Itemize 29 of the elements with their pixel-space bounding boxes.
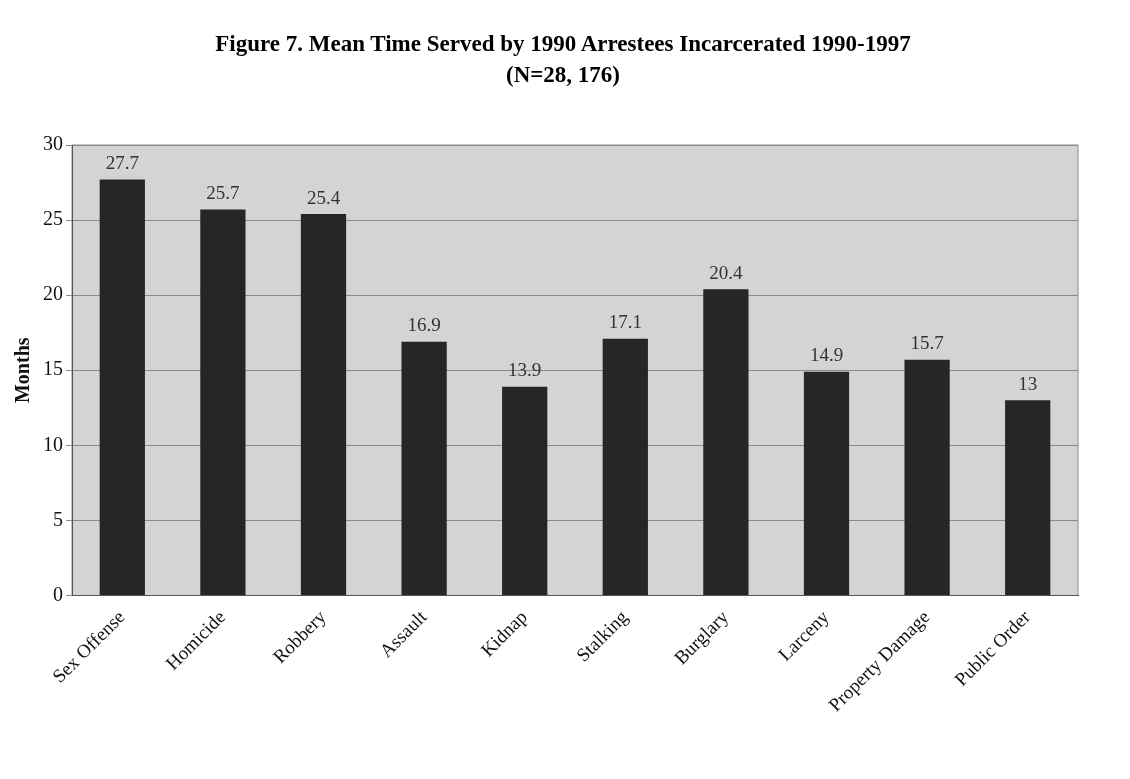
- y-tick-label: 5: [53, 507, 63, 530]
- data-label: 13: [1018, 372, 1038, 394]
- bar: [1005, 400, 1051, 596]
- data-label: 14.9: [809, 344, 844, 366]
- bar: [904, 359, 950, 596]
- data-label: 16.9: [407, 314, 441, 336]
- bar: [703, 289, 749, 596]
- data-label: 25.4: [306, 186, 341, 208]
- bar: [803, 371, 850, 596]
- y-tick-label: 15: [43, 357, 63, 380]
- bar: [602, 338, 648, 596]
- data-label: 20.4: [709, 261, 744, 283]
- data-label: 27.7: [105, 152, 139, 174]
- y-tick-label: 25: [43, 207, 63, 230]
- data-label: 13.9: [508, 359, 542, 381]
- data-label: 15.7: [910, 332, 944, 354]
- data-label: 17.1: [608, 311, 642, 333]
- y-tick-label: 20: [43, 282, 63, 305]
- y-tick-label: 10: [43, 432, 63, 455]
- bar: [401, 341, 447, 596]
- data-label: 25.7: [206, 182, 240, 204]
- y-tick-label: 30: [43, 132, 63, 155]
- y-axis-title: Months: [11, 337, 34, 404]
- chart-title: Figure 7. Mean Time Served by 1990 Arrestees Incarcerated 1990-1997 (N=28, 176): [214, 30, 912, 90]
- bar: [200, 209, 246, 596]
- bar: [502, 386, 548, 596]
- bar: [300, 214, 347, 596]
- bar: [99, 179, 145, 596]
- y-tick-label: 0: [53, 582, 63, 605]
